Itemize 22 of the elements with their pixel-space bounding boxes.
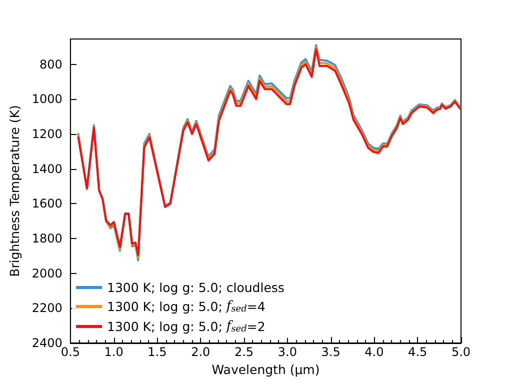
x-tick-label: 1.5: [148, 345, 167, 359]
x-tick-label: 2.0: [191, 345, 210, 359]
x-tick-label: 3.5: [321, 345, 340, 359]
x-tick-label: 3.0: [278, 345, 297, 359]
x-tick-label: 2.5: [234, 345, 254, 359]
y-tick-label: 1800: [32, 231, 62, 246]
y-tick-label: 1000: [32, 92, 62, 106]
x-axis-title: Wavelength (μm): [212, 362, 320, 377]
x-tick-label: 4.5: [408, 345, 428, 359]
x-tick-label: 0.5: [60, 345, 80, 359]
y-axis-title: Brightness Temperature (K): [7, 105, 22, 277]
y-tick-label: 800: [40, 57, 62, 72]
x-tick-label: 4.0: [364, 345, 384, 359]
y-tick-label: 1600: [32, 196, 62, 211]
x-tick-label: 1.0: [104, 345, 124, 359]
y-tick-label: 2200: [32, 301, 62, 316]
y-tick-label: 1400: [32, 162, 62, 176]
y-tick-label: 2400: [32, 336, 62, 350]
legend-label: 1300 K; log g: 5.0; cloudless: [107, 280, 284, 295]
x-tick-label: 5.0: [451, 345, 471, 359]
y-tick-label: 1200: [32, 126, 62, 141]
y-tick-label: 2000: [32, 266, 62, 280]
